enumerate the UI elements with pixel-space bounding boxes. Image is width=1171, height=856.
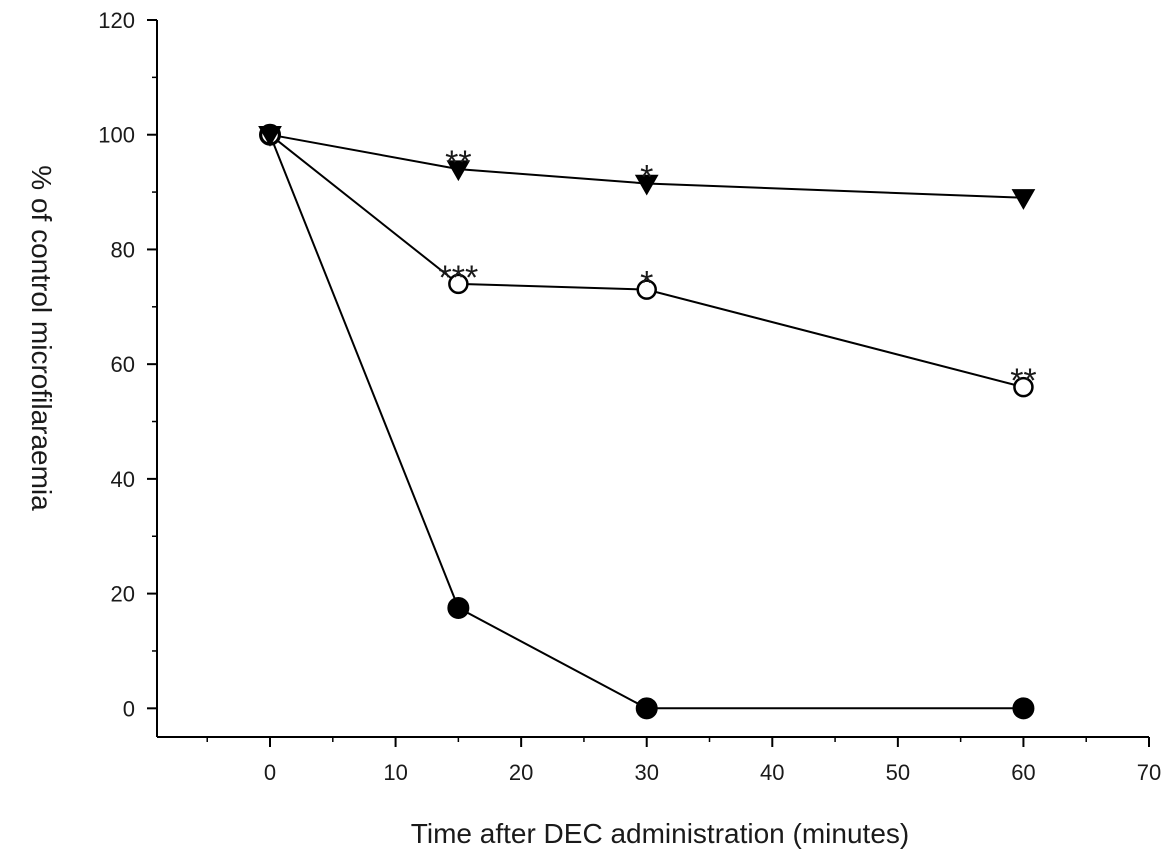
x-tick-label: 30: [634, 760, 658, 785]
x-tick-label: 10: [383, 760, 407, 785]
y-tick-label: 60: [111, 352, 135, 377]
axes: 0 20 40 60 80 100 120 0 10 20 30 40 50 60 70: [98, 8, 1161, 785]
significance-label: *: [640, 158, 653, 196]
y-tick-label: 0: [123, 696, 135, 721]
data-point-open-circle: [448, 273, 469, 295]
y-tick-label: 20: [111, 582, 135, 607]
series-line-3: [269, 134, 1024, 710]
significance-label: *: [640, 265, 653, 303]
significance-label: **: [1010, 362, 1036, 400]
significance-annotations: ** **** ***: [439, 144, 1037, 400]
y-axis-title: % of control microfilaraemia: [26, 165, 57, 511]
data-point-filled-circle: [635, 697, 658, 720]
data-point-filled-circle: [1012, 697, 1035, 720]
data-point-filled-triangle: [634, 174, 659, 196]
x-tick-label: 20: [509, 760, 533, 785]
y-tick-label: 120: [98, 8, 135, 33]
x-tick-label: 40: [760, 760, 784, 785]
y-tick-label: 80: [111, 237, 135, 262]
x-tick-label: 0: [264, 760, 276, 785]
x-tick-label: 70: [1137, 760, 1161, 785]
x-tick-label: 60: [1011, 760, 1035, 785]
x-tick-label: 50: [886, 760, 910, 785]
series-line-2: [269, 133, 1024, 389]
series-lines: [269, 133, 1024, 710]
series-markers: [258, 123, 1036, 720]
x-axis-title: Time after DEC administration (minutes): [411, 818, 909, 849]
y-tick-label: 40: [111, 467, 135, 492]
data-point-filled-triangle: [258, 125, 282, 147]
series-line-1: [269, 133, 1024, 199]
significance-label: ***: [439, 259, 479, 297]
data-point-filled-triangle: [1011, 189, 1036, 210]
data-point-open-circle: [1013, 376, 1034, 398]
data-point-open-circle: [636, 279, 657, 300]
y-tick-label: 100: [98, 123, 135, 148]
data-point-filled-circle: [447, 596, 470, 619]
data-point-filled-triangle: [446, 160, 471, 182]
significance-label: **: [445, 144, 471, 182]
